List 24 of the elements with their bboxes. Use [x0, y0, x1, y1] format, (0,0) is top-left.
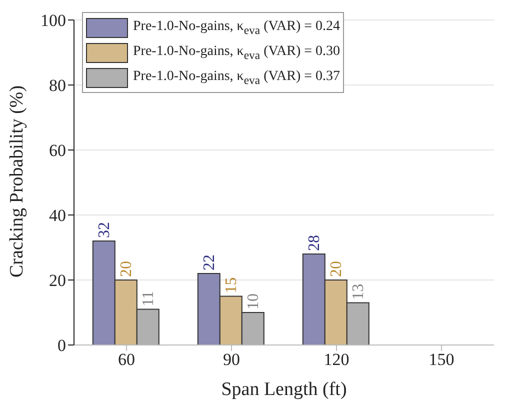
x-axis-title: Span Length (ft)	[221, 379, 347, 400]
y-tick-label: 40	[49, 206, 66, 226]
data-label: 20	[118, 261, 135, 277]
data-label: 11	[140, 290, 157, 306]
data-label: 10	[244, 294, 262, 310]
y-tick-label: 20	[49, 271, 66, 290]
y-axis-title: Cracking Probability (%)	[6, 85, 28, 278]
data-label: 20	[328, 261, 345, 277]
y-tick-label: 100	[40, 11, 66, 30]
legend-label: Pre-1.0-No-gains, κ$_{eva}$ (VAR) = 0.30	[133, 44, 340, 62]
x-tick-label: 60	[118, 350, 135, 370]
legend-label: Pre-1.0-No-gains, κ$_{eva}$ (VAR) = 0.24	[133, 18, 340, 36]
data-label: 15	[222, 277, 240, 294]
x-tick-label: 90	[223, 350, 240, 370]
y-tick-label: 60	[49, 141, 66, 160]
data-label: 22	[200, 254, 218, 270]
data-label: 13	[350, 284, 367, 300]
legend-label: Pre-1.0-No-gains, κ$_{eva}$ (VAR) = 0.37	[133, 68, 340, 86]
data-label: 32	[96, 222, 113, 238]
x-tick-label: 120	[324, 350, 350, 370]
y-tick-label: 0	[58, 336, 66, 356]
data-label: 28	[306, 235, 323, 251]
x-tick-label: 150	[428, 350, 454, 370]
y-tick-label: 80	[49, 76, 66, 96]
